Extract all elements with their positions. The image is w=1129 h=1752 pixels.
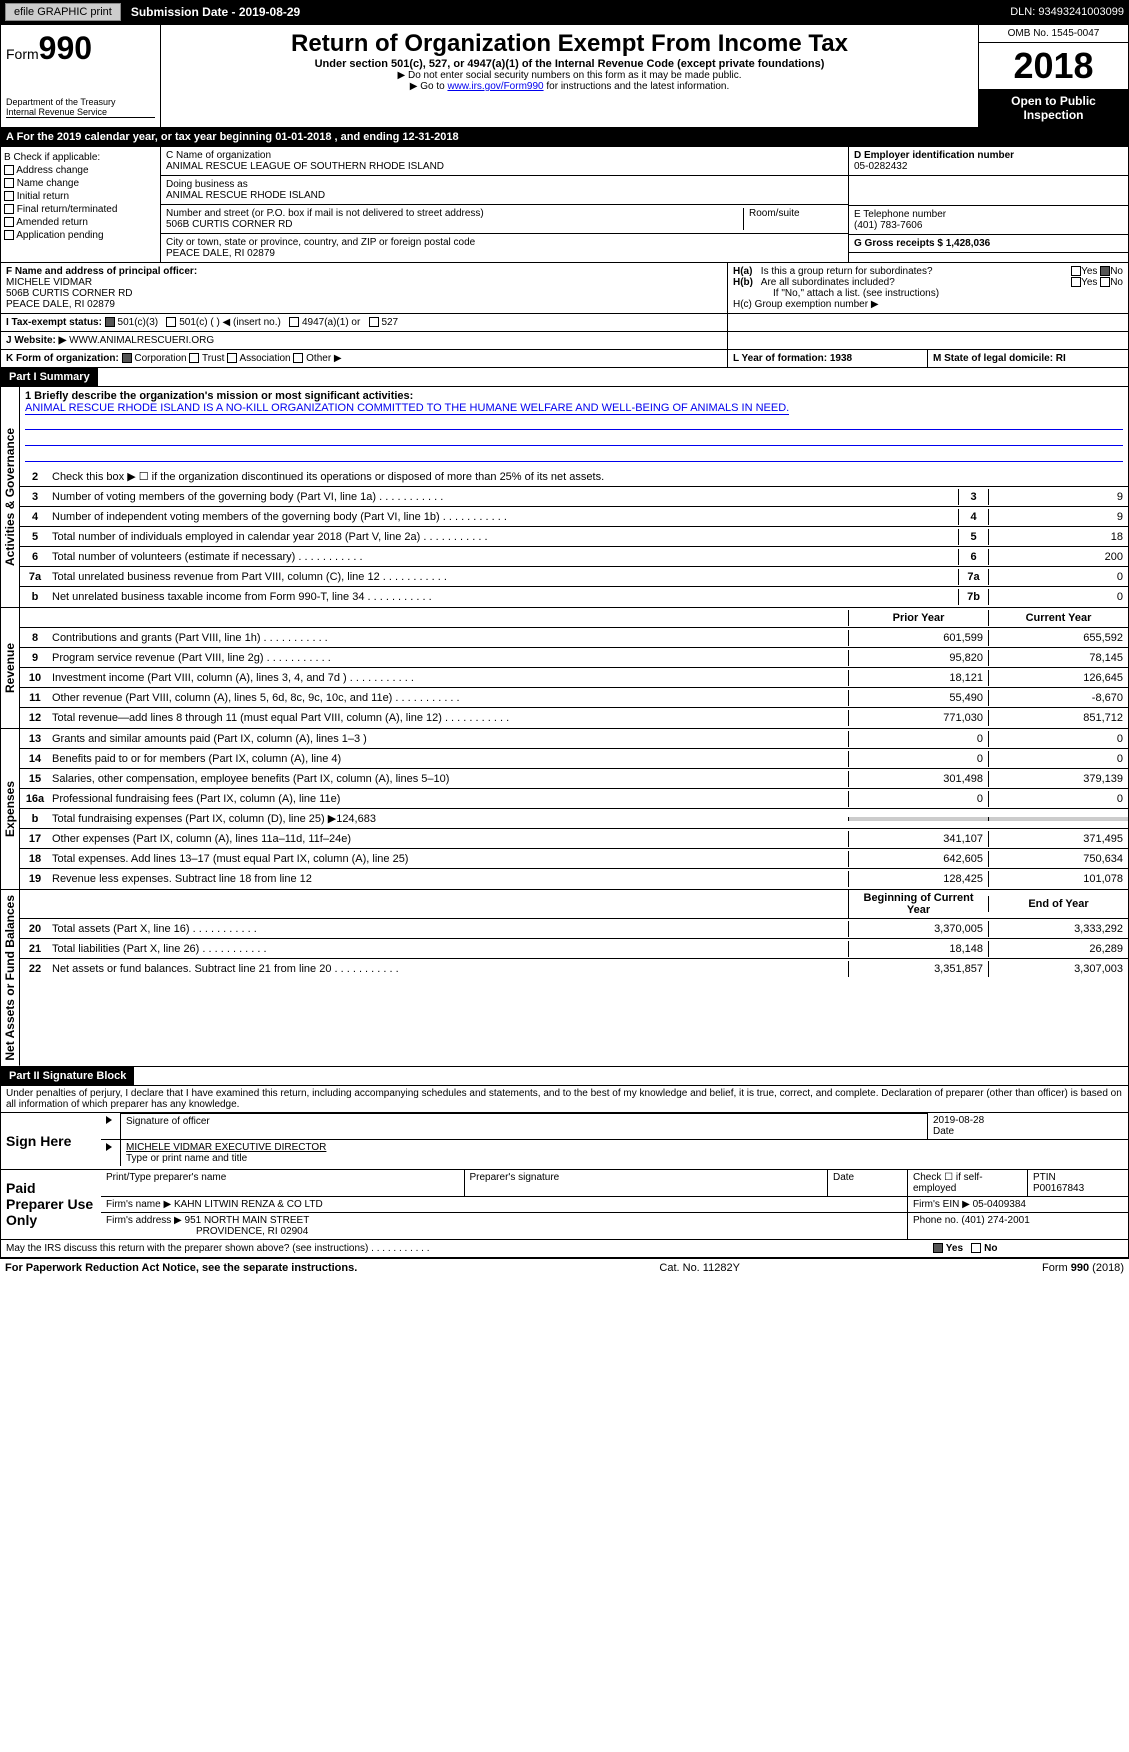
table-row: 10Investment income (Part VIII, column (… xyxy=(20,668,1128,688)
arrow-icon xyxy=(106,1116,112,1124)
table-row: 5Total number of individuals employed in… xyxy=(20,527,1128,547)
governance-label: Activities & Governance xyxy=(1,387,20,607)
table-row: 8Contributions and grants (Part VIII, li… xyxy=(20,628,1128,648)
sign-here-section: Sign Here Signature of officer 2019-08-2… xyxy=(0,1113,1129,1170)
sign-here-label: Sign Here xyxy=(1,1113,101,1169)
revenue-label: Revenue xyxy=(1,608,20,728)
open-public: Open to Public Inspection xyxy=(979,89,1128,127)
submission-date: Submission Date - 2019-08-29 xyxy=(131,5,300,19)
expenses-section: Expenses 13Grants and similar amounts pa… xyxy=(0,729,1129,890)
paid-preparer-section: Paid Preparer Use Only Print/Type prepar… xyxy=(0,1170,1129,1240)
expenses-label: Expenses xyxy=(1,729,20,889)
may-discuss-row: May the IRS discuss this return with the… xyxy=(0,1240,1129,1258)
form-title: Return of Organization Exempt From Incom… xyxy=(166,30,973,58)
table-row: 19Revenue less expenses. Subtract line 1… xyxy=(20,869,1128,889)
table-row: 22Net assets or fund balances. Subtract … xyxy=(20,959,1128,979)
form-label: Form xyxy=(1042,1262,1071,1274)
table-row: 12Total revenue—add lines 8 through 11 (… xyxy=(20,708,1128,728)
form-subtitle: Under section 501(c), 527, or 4947(a)(1)… xyxy=(166,58,973,70)
paid-preparer-label: Paid Preparer Use Only xyxy=(1,1170,101,1239)
info-grid: B Check if applicable: Address change Na… xyxy=(0,147,1129,263)
table-row: 17Other expenses (Part IX, column (A), l… xyxy=(20,829,1128,849)
form-header: Form990 Department of the Treasury Inter… xyxy=(0,24,1129,128)
table-row: 15Salaries, other compensation, employee… xyxy=(20,769,1128,789)
col-b: B Check if applicable: Address change Na… xyxy=(1,147,161,262)
row-f-h: F Name and address of principal officer:… xyxy=(0,263,1129,314)
table-row: 3Number of voting members of the governi… xyxy=(20,487,1128,507)
table-row: 9Program service revenue (Part VIII, lin… xyxy=(20,648,1128,668)
table-row: 16aProfessional fundraising fees (Part I… xyxy=(20,789,1128,809)
efile-button[interactable]: efile GRAPHIC print xyxy=(5,3,121,21)
form-number: Form990 xyxy=(6,30,155,67)
table-row: bTotal fundraising expenses (Part IX, co… xyxy=(20,809,1128,829)
row-j: J Website: ▶ WWW.ANIMALRESCUERI.ORG xyxy=(0,332,1129,350)
row-i: I Tax-exempt status: 501(c)(3) 501(c) ( … xyxy=(0,314,1129,332)
col-right: D Employer identification number05-02824… xyxy=(848,147,1128,262)
table-row: 7aTotal unrelated business revenue from … xyxy=(20,567,1128,587)
row-k: K Form of organization: Corporation Trus… xyxy=(0,350,1129,368)
table-row: 14Benefits paid to or for members (Part … xyxy=(20,749,1128,769)
tax-year: 2018 xyxy=(979,43,1128,89)
top-bar: efile GRAPHIC print Submission Date - 20… xyxy=(0,0,1129,24)
part2-header: Part II Signature Block xyxy=(0,1067,1129,1086)
section-a: A For the 2019 calendar year, or tax yea… xyxy=(0,128,1129,147)
table-row: bNet unrelated business taxable income f… xyxy=(20,587,1128,607)
irs-link[interactable]: www.irs.gov/Form990 xyxy=(447,81,543,92)
net-assets-section: Net Assets or Fund Balances Beginning of… xyxy=(0,890,1129,1067)
table-row: 21Total liabilities (Part X, line 26)18,… xyxy=(20,939,1128,959)
dln: DLN: 93493241003099 xyxy=(1010,6,1124,18)
table-row: 20Total assets (Part X, line 16)3,370,00… xyxy=(20,919,1128,939)
part1-header: Part I Summary xyxy=(0,368,1129,387)
governance-section: Activities & Governance 1 Briefly descri… xyxy=(0,387,1129,608)
revenue-section: Revenue Prior Year Current Year 8Contrib… xyxy=(0,608,1129,729)
form-note2: ▶ Go to www.irs.gov/Form990 for instruct… xyxy=(166,81,973,92)
table-row: 6Total number of volunteers (estimate if… xyxy=(20,547,1128,567)
table-row: 11Other revenue (Part VIII, column (A), … xyxy=(20,688,1128,708)
perjury-statement: Under penalties of perjury, I declare th… xyxy=(0,1086,1129,1113)
form-note1: ▶ Do not enter social security numbers o… xyxy=(166,70,973,81)
table-row: 4Number of independent voting members of… xyxy=(20,507,1128,527)
table-row: 13Grants and similar amounts paid (Part … xyxy=(20,729,1128,749)
footer: For Paperwork Reduction Act Notice, see … xyxy=(0,1258,1129,1277)
arrow-icon xyxy=(106,1143,112,1151)
table-row: 18Total expenses. Add lines 13–17 (must … xyxy=(20,849,1128,869)
department: Department of the Treasury Internal Reve… xyxy=(6,97,155,118)
omb-number: OMB No. 1545-0047 xyxy=(979,25,1128,43)
net-assets-label: Net Assets or Fund Balances xyxy=(1,890,20,1066)
col-c: C Name of organizationANIMAL RESCUE LEAG… xyxy=(161,147,848,262)
